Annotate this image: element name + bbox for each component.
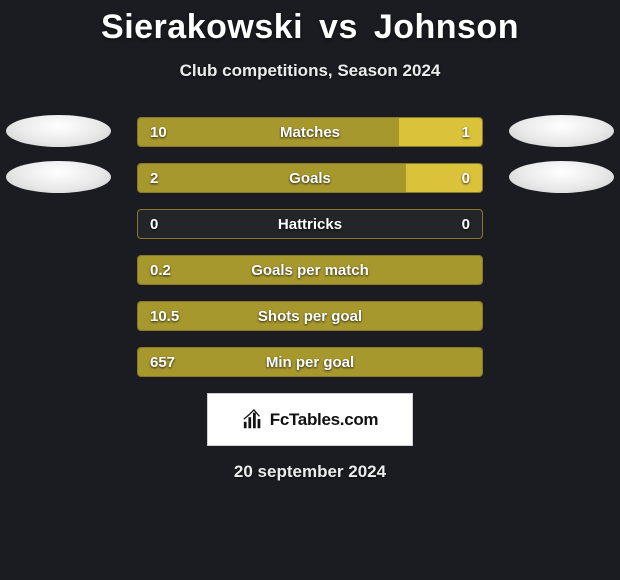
player1-name: Sierakowski: [101, 8, 303, 46]
stat-value-right: 1: [450, 118, 482, 147]
stat-bar: 10.5Shots per goal: [137, 301, 483, 331]
branding-text: FcTables.com: [270, 410, 379, 430]
player2-name: Johnson: [374, 8, 519, 46]
branding-badge[interactable]: FcTables.com: [207, 393, 413, 446]
page-title: Sierakowski vs Johnson: [0, 8, 620, 47]
stat-value-right: [458, 348, 482, 377]
stat-bar-left: [138, 348, 482, 376]
bar-chart-icon: [242, 409, 264, 431]
stat-value-right: [458, 302, 482, 331]
stat-bar: 101Matches: [137, 117, 483, 147]
stat-value-left: 10.5: [138, 302, 191, 331]
stat-label: Hattricks: [138, 210, 482, 239]
stat-bar: 0.2Goals per match: [137, 255, 483, 285]
stat-row: 0 0Hattricks: [0, 209, 620, 239]
stat-value-right: 0: [450, 164, 482, 193]
stat-bar-left: [138, 164, 406, 192]
stat-bar: 657Min per goal: [137, 347, 483, 377]
stat-row: 657Min per goal: [0, 347, 620, 377]
date-label: 20 september 2024: [0, 462, 620, 482]
stat-row: 20Goals: [0, 163, 620, 193]
stat-value-left: 0: [138, 210, 170, 239]
stats-list: 101Matches20Goals00Hattricks0.2Goals per…: [0, 117, 620, 377]
player-avatar-right: [509, 115, 614, 147]
stat-value-left: 657: [138, 348, 187, 377]
player-avatar-right: [509, 161, 614, 193]
stat-row: 101Matches: [0, 117, 620, 147]
stat-value-left: 0.2: [138, 256, 183, 285]
comparison-widget: Sierakowski vs Johnson Club competitions…: [0, 0, 620, 482]
stat-row: 0.2Goals per match: [0, 255, 620, 285]
title-vs: vs: [319, 8, 358, 46]
stat-row: 10.5Shots per goal: [0, 301, 620, 331]
stat-value-left: 2: [138, 164, 170, 193]
subtitle: Club competitions, Season 2024: [0, 61, 620, 81]
stat-value-right: 0: [450, 210, 482, 239]
stat-value-left: 10: [138, 118, 179, 147]
stat-bar: 0 0Hattricks: [137, 209, 483, 239]
player-avatar-left: [6, 115, 111, 147]
player-avatar-left: [6, 161, 111, 193]
stat-bar: 20Goals: [137, 163, 483, 193]
stat-value-right: [458, 256, 482, 285]
stat-bar-left: [138, 256, 482, 284]
